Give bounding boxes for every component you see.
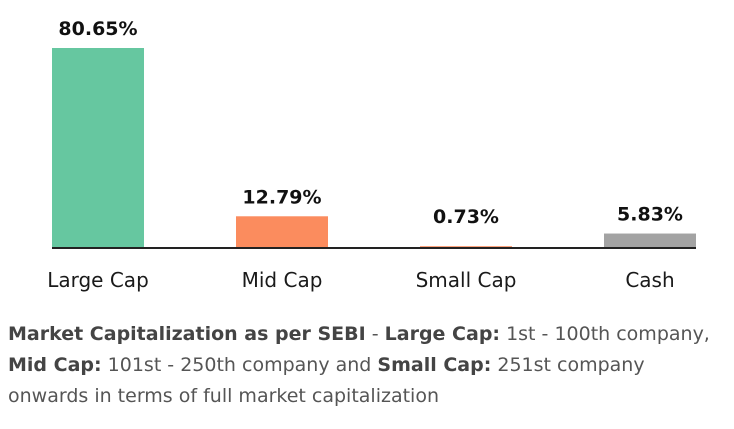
category-label-large-cap: Large Cap <box>47 268 149 292</box>
bar-mid-cap <box>236 216 328 248</box>
footnote-heading: Market Capitalization as per SEBI <box>8 323 366 345</box>
footnote-text-3: 101st - 250th company and <box>101 354 378 376</box>
value-label-mid-cap: 12.79% <box>242 186 321 208</box>
footnote-mid-cap-term: Mid Cap: <box>8 354 102 376</box>
footnote-large-cap-term: Large Cap: <box>384 323 501 345</box>
footnote-small-cap-term: Small Cap: <box>377 354 492 376</box>
footnote-text-4: 251st company onwards in terms of full m… <box>8 354 645 407</box>
footnote: Market Capitalization as per SEBI - Larg… <box>8 319 728 412</box>
bar-chart: 80.65% Large Cap 12.79% Mid Cap 0.73% Small C… <box>47 18 696 292</box>
category-label-small-cap: Small Cap <box>416 268 517 292</box>
category-label-cash: Cash <box>625 268 674 292</box>
footnote-text-1: - <box>365 323 385 345</box>
value-label-cash: 5.83% <box>617 204 683 226</box>
value-label-small-cap: 0.73% <box>433 206 499 228</box>
bars-group <box>52 48 696 248</box>
labels-group: 80.65% Large Cap 12.79% Mid Cap 0.73% Small C… <box>47 18 683 292</box>
value-label-large-cap: 80.65% <box>58 18 137 40</box>
category-label-mid-cap: Mid Cap <box>242 268 323 292</box>
bar-large-cap <box>52 48 144 248</box>
bar-cash <box>604 233 696 248</box>
footnote-text-2: 1st - 100th company, <box>500 323 710 345</box>
